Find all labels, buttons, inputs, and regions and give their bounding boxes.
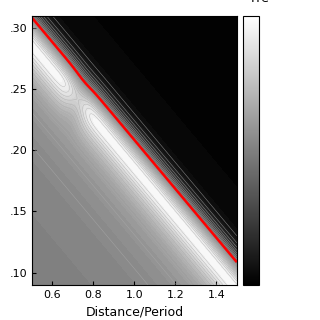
- X-axis label: Distance/Period: Distance/Period: [85, 305, 183, 318]
- Text: Fre: Fre: [251, 0, 270, 5]
